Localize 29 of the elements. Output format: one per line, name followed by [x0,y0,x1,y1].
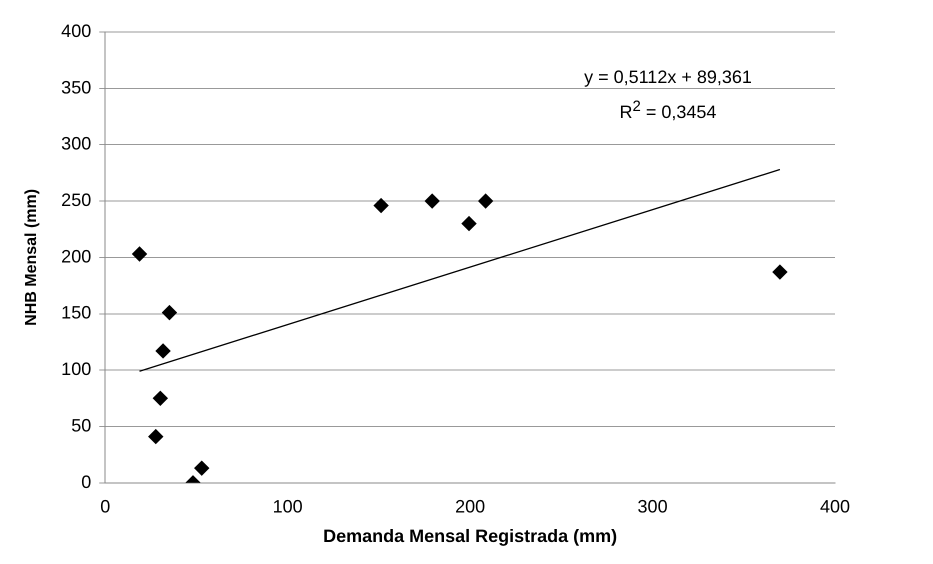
y-tick-label: 350 [61,77,92,98]
x-tick-label: 400 [820,496,850,517]
annotation: R$^{2}$ = 0,3454 [618,97,718,124]
y-tick-label: 100 [61,359,92,380]
y-tick-label: 250 [61,190,92,210]
y-tick-label: 150 [61,302,92,323]
y-axis-title: NHB Mensal (mm) [23,188,40,326]
y-tick-label: 50 [71,415,92,436]
point [132,246,148,262]
x-axis-title: Demanda Mensal Registrada (mm) [323,526,618,546]
point [462,216,477,232]
x-tick-label: 0 [100,496,110,517]
y-tick-label: 0 [81,472,92,492]
annotation: y = 0,5112x + 89,361 [583,66,753,89]
point [424,194,440,209]
x-tick-label: 100 [272,496,303,517]
y-tick-label: 400 [61,20,92,41]
point [772,264,788,280]
point [478,194,494,209]
point [374,198,389,214]
y-tick-label: 300 [61,134,92,154]
point [162,305,177,320]
point [156,343,171,358]
x-tick-label: 300 [638,496,668,517]
point [194,460,210,476]
x-tick-label: 200 [455,496,486,517]
point [152,390,168,406]
point [148,429,164,444]
y-tick-label: 200 [61,246,92,266]
